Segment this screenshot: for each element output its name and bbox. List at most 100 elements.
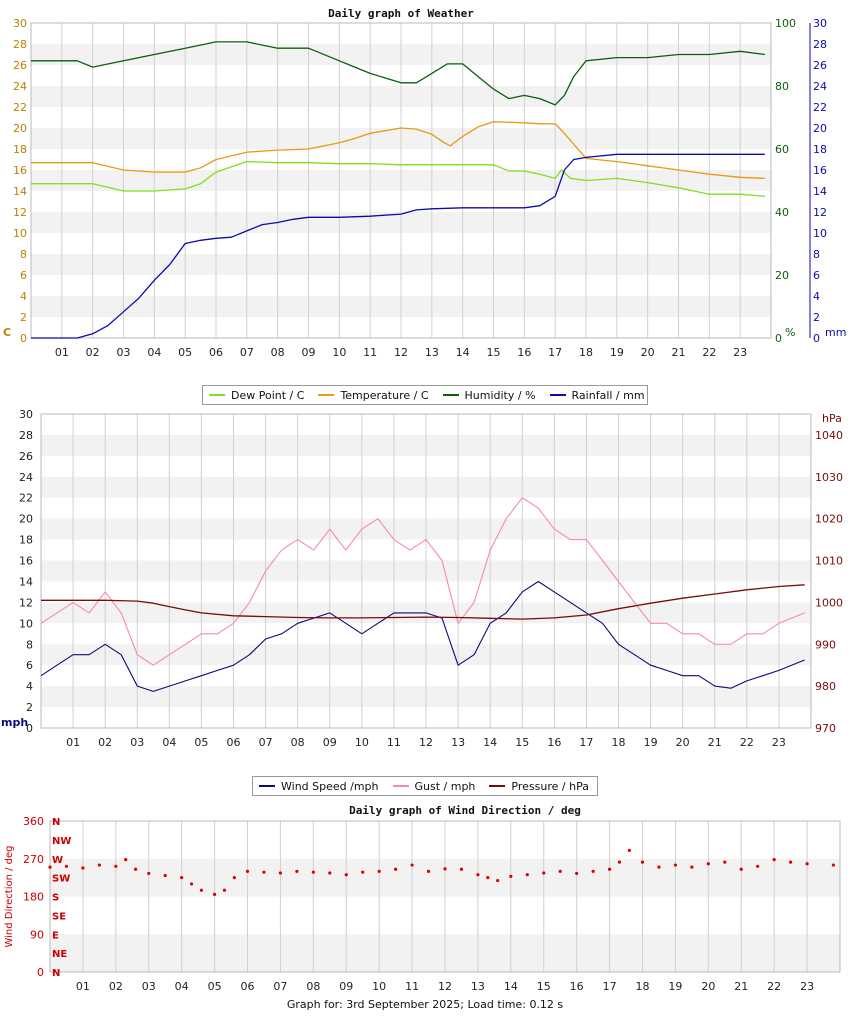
legend-swatch [549,394,566,396]
wind-x-tick-label: 06 [227,736,241,749]
weather-x-tick-label: 05 [178,346,192,359]
legend-swatch [442,394,459,396]
wind-y-left-tick-label: 20 [19,513,33,526]
wind-x-tick-label: 14 [483,736,497,749]
weather-x-tick-label: 13 [425,346,439,359]
dewpoint-series-line [31,160,765,197]
legend-weather: Dew Point / C Temperature / C Humidity / %… [202,385,648,405]
direction-point [410,863,414,867]
wind-x-tick-label: 21 [708,736,722,749]
temperature-series-line [31,121,765,180]
direction-point [723,860,727,864]
direction-compass-label: S [52,893,59,904]
weather-y-left-tick-label: 26 [13,59,27,72]
direction-point [361,870,365,874]
direction-point [189,882,194,886]
wind-x-tick-label: 19 [644,736,658,749]
wind-y-right-tick-label: 990 [815,638,836,651]
direction-x-tick-label: 11 [405,980,419,993]
weather-x-tick-label: 01 [55,346,69,359]
wind-y-left-tick-label: 16 [19,555,33,568]
wind-y-left-tick-label: 6 [26,659,33,672]
wind-x-tick-label: 11 [387,736,401,749]
direction-point [640,860,645,864]
weather-y-left-tick-label: 10 [13,227,27,240]
direction-x-tick-label: 21 [734,980,748,993]
weather-y-rain-tick-label: 26 [813,59,827,72]
weather-y-rain-tick-label: 20 [813,122,827,135]
direction-point [756,864,760,868]
direction-point [222,888,227,892]
legend-item-windspeed: Wind Speed /mph [259,780,379,793]
weather-y-humidity-tick-label: 40 [775,206,789,219]
footer-status: Graph for: 3rd September 2025; Load time… [286,998,564,1011]
direction-point [617,860,622,864]
direction-point [245,869,250,873]
direction-point [607,867,612,871]
wind-y-left-tick-label: 8 [26,638,33,651]
direction-x-tick-label: 13 [471,980,485,993]
direction-chart-title: Daily graph of Wind Direction / deg [349,804,581,817]
direction-compass-label: W [52,855,63,866]
direction-point [772,857,776,862]
weather-x-tick-label: 23 [733,346,747,359]
weather-x-tick-label: 18 [579,346,593,359]
weather-y-rain-tick-label: 12 [813,206,827,219]
weather-x-tick-label: 19 [610,346,624,359]
wind-x-tick-label: 01 [66,736,80,749]
weather-y-rain-tick-label: 0 [813,332,820,345]
weather-y-rain-tick-label: 22 [813,101,827,114]
direction-x-tick-label: 15 [537,980,551,993]
wind-y-left-unit: mph [1,716,28,729]
direction-point [147,871,151,876]
wind-y-right-tick-label: 1020 [815,513,843,526]
direction-point [739,867,743,871]
weather-y-left-tick-label: 2 [20,311,27,324]
wind-y-right-tick-label: 970 [815,722,836,735]
weather-x-tick-label: 12 [394,346,408,359]
direction-x-tick-label: 18 [636,980,650,993]
wind-y-left-tick-label: 12 [19,596,33,609]
wind-y-right-tick-label: 1030 [815,471,843,484]
weather-y-left-tick-label: 12 [13,206,27,219]
weather-y-left-tick-label: 18 [13,143,27,156]
direction-x-tick-label: 04 [175,980,189,993]
wind-x-tick-label: 15 [515,736,529,749]
weather-y-left-tick-label: 16 [13,164,27,177]
weather-y-rain-tick-label: 30 [813,17,827,30]
direction-x-tick-label: 22 [767,980,781,993]
direction-point [81,866,85,870]
wind-x-tick-label: 02 [98,736,112,749]
direction-point [344,873,348,877]
direction-x-tick-label: 16 [570,980,584,993]
wind-x-tick-label: 13 [451,736,465,749]
wind-x-tick-label: 20 [676,736,690,749]
direction-point [575,871,579,876]
weather-x-tick-label: 08 [271,346,285,359]
weather-y-left-tick-label: 6 [20,269,27,282]
direction-point [657,865,661,869]
legend-wind: Wind Speed /mph Gust / mph Pressure / hPa [252,776,598,796]
direction-x-tick-label: 03 [142,980,156,993]
direction-point [262,870,266,874]
direction-point [542,871,546,875]
direction-x-tick-label: 12 [438,980,452,993]
wind-y-right-unit: hPa [822,412,842,425]
legend-label: Rainfall / mm [571,388,645,402]
direction-plot-border [49,820,841,973]
direction-point [476,873,480,877]
direction-x-tick-label: 07 [273,980,287,993]
direction-point [509,874,513,878]
direction-x-tick-label: 08 [306,980,320,993]
direction-x-tick-label: 23 [800,980,814,993]
weather-x-tick-label: 16 [517,346,531,359]
direction-point [443,867,447,871]
weather-y-humidity-tick-label: 80 [775,80,789,93]
direction-compass-label: N [52,817,60,828]
weather-y-humidity-tick-label: 100 [775,17,796,30]
legend-swatch [318,394,335,396]
wind-y-left-tick-label: 22 [19,492,33,505]
weather-y-humidity-unit: % [785,326,795,339]
weather-y-left-tick-label: 30 [13,17,27,30]
direction-x-tick-label: 19 [668,980,682,993]
